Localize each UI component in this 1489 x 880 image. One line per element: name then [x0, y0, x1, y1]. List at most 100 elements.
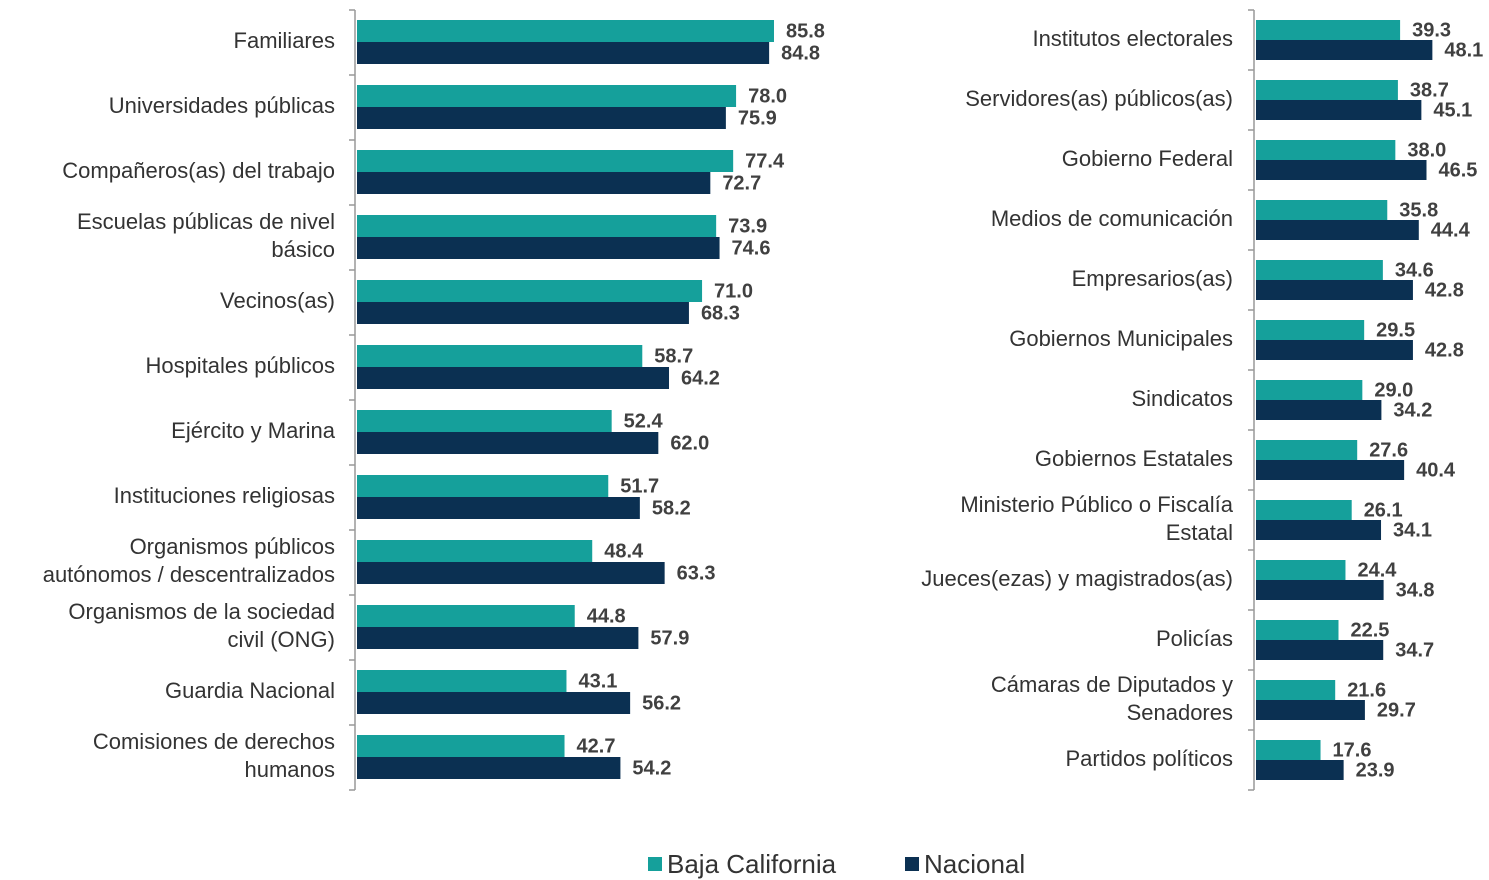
value-label: 45.1	[1433, 99, 1472, 121]
category-label: Policías	[1156, 626, 1233, 651]
bar	[357, 410, 612, 432]
value-label: 77.4	[745, 150, 785, 172]
category-label: Partidos políticos	[1065, 746, 1233, 771]
bar	[357, 20, 774, 42]
value-label: 24.4	[1357, 559, 1397, 581]
category-label: Institutos electorales	[1032, 26, 1233, 51]
category-label: Universidades públicas	[109, 93, 335, 118]
bar	[1256, 40, 1433, 60]
bar	[1256, 20, 1401, 40]
bar	[1256, 220, 1419, 240]
value-label: 62.0	[670, 432, 709, 454]
bar	[1256, 400, 1382, 420]
value-label: 84.8	[781, 42, 820, 64]
value-label: 78.0	[748, 85, 787, 107]
bar	[357, 367, 670, 389]
legend-swatch	[648, 857, 662, 871]
value-label: 85.8	[786, 20, 825, 42]
value-label: 71.0	[714, 280, 753, 302]
value-label: 73.9	[728, 215, 767, 237]
value-label: 34.7	[1395, 639, 1434, 661]
bar	[1256, 460, 1405, 480]
bar	[1256, 640, 1384, 660]
bar	[1256, 100, 1422, 120]
bar	[1256, 160, 1427, 180]
category-label: Compañeros(as) del trabajo	[62, 158, 335, 183]
bar	[357, 432, 659, 454]
bar	[357, 237, 720, 259]
bar	[1256, 280, 1413, 300]
bar	[357, 85, 737, 107]
category-label: Familiares	[234, 28, 335, 53]
bar	[357, 605, 575, 627]
bar	[1256, 260, 1383, 280]
value-label: 42.7	[577, 735, 616, 757]
category-label: Gobiernos Municipales	[1009, 326, 1233, 351]
value-label: 74.6	[732, 237, 771, 259]
bar	[357, 475, 609, 497]
value-label: 72.7	[722, 172, 761, 194]
category-label: Guardia Nacional	[165, 678, 335, 703]
bar	[357, 42, 770, 64]
value-label: 38.7	[1410, 79, 1449, 101]
value-label: 48.4	[604, 540, 644, 562]
value-label: 29.0	[1374, 379, 1413, 401]
category-label: Gobierno Federal	[1062, 146, 1233, 171]
bar	[357, 497, 640, 519]
value-label: 58.2	[652, 497, 691, 519]
category-label: Empresarios(as)	[1072, 266, 1233, 291]
value-label: 34.6	[1395, 259, 1434, 281]
category-label: Hospitales públicos	[145, 353, 335, 378]
category-label: Instituciones religiosas	[114, 483, 335, 508]
bar	[1256, 140, 1396, 160]
value-label: 34.2	[1393, 399, 1432, 421]
value-label: 40.4	[1416, 459, 1456, 481]
value-label: 35.8	[1399, 199, 1438, 221]
bar	[1256, 320, 1365, 340]
value-label: 43.1	[578, 670, 617, 692]
value-label: 34.1	[1393, 519, 1432, 541]
bar	[357, 562, 665, 584]
category-label: Cámaras de Diputados y Senadores	[991, 672, 1233, 725]
value-label: 22.5	[1351, 619, 1390, 641]
value-label: 29.7	[1377, 699, 1416, 721]
bar	[1256, 740, 1321, 760]
value-label: 39.3	[1412, 19, 1451, 41]
value-label: 42.8	[1425, 279, 1464, 301]
bar	[1256, 440, 1358, 460]
value-label: 51.7	[620, 475, 659, 497]
value-label: 29.5	[1376, 319, 1415, 341]
value-label: 17.6	[1333, 739, 1372, 761]
category-label: Medios de comunicación	[991, 206, 1233, 231]
value-label: 42.8	[1425, 339, 1464, 361]
legend-label: Baja California	[667, 849, 837, 879]
bar	[357, 735, 565, 757]
bar	[357, 627, 639, 649]
category-label: Gobiernos Estatales	[1035, 446, 1233, 471]
value-label: 56.2	[642, 692, 681, 714]
category-label: Ejército y Marina	[171, 418, 336, 443]
value-label: 52.4	[624, 410, 664, 432]
value-label: 34.8	[1396, 579, 1435, 601]
category-label: Jueces(ezas) y magistrados(as)	[921, 566, 1233, 591]
category-label: Escuelas públicas de nivel básico	[77, 209, 335, 262]
bar	[1256, 680, 1336, 700]
bar	[1256, 380, 1363, 400]
value-label: 44.8	[587, 605, 626, 627]
bar	[357, 757, 621, 779]
value-label: 48.1	[1444, 39, 1483, 61]
value-label: 21.6	[1347, 679, 1386, 701]
bar	[1256, 500, 1352, 520]
value-label: 26.1	[1364, 499, 1403, 521]
category-label: Organismos de la sociedad civil (ONG)	[68, 599, 335, 652]
bar	[1256, 80, 1398, 100]
category-label: Organismos públicos autónomos / descentra…	[43, 534, 335, 587]
bar	[1256, 760, 1344, 780]
bar	[357, 670, 567, 692]
bar	[1256, 560, 1346, 580]
category-label: Ministerio Público o Fiscalía Estatal	[960, 492, 1233, 545]
value-label: 57.9	[650, 627, 689, 649]
category-label: Servidores(as) públicos(as)	[965, 86, 1233, 111]
bar	[357, 280, 703, 302]
